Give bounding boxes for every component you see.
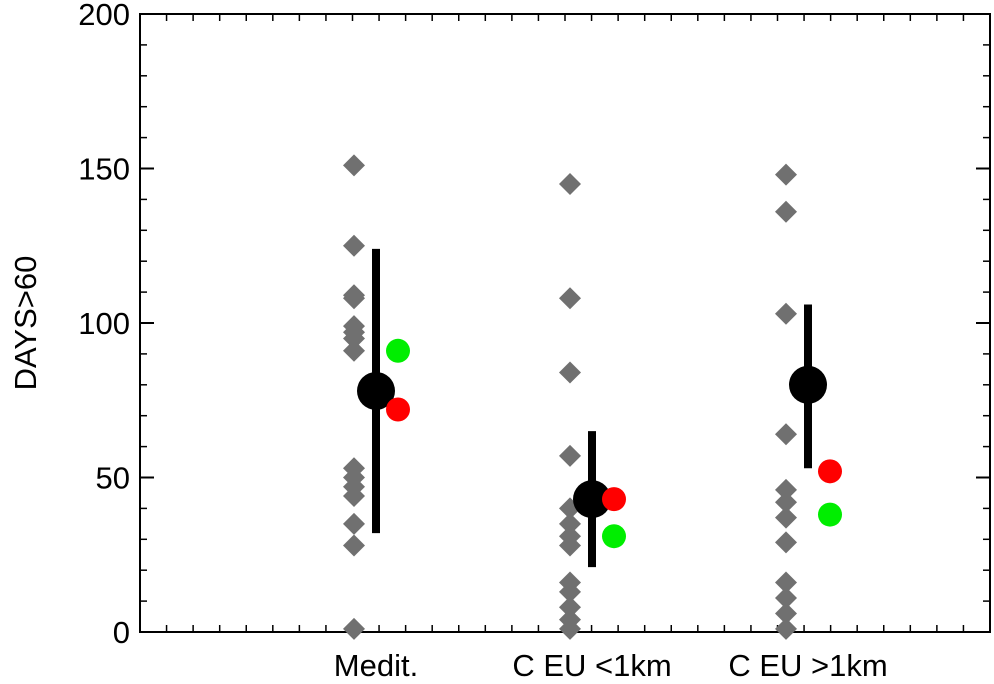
y-axis-label: DAYS>60 [8,256,43,391]
diamond-point [343,617,365,640]
y-tick-label: 100 [78,306,130,341]
diamond-point [343,287,365,310]
diamond-point [775,571,797,594]
diamond-point [559,534,581,557]
red-point [818,459,842,484]
mean-point [789,365,827,404]
chart-marks [343,154,842,640]
y-tick-label: 50 [96,461,130,496]
diamond-point [343,234,365,257]
mean-point [573,480,611,519]
diamond-point [343,339,365,362]
diamond-point [343,534,365,557]
diamond-point [343,512,365,535]
diamond-point [343,327,365,350]
diamond-point [343,154,365,177]
diamond-point [775,423,797,446]
green-point [386,338,410,363]
red-point [602,487,626,512]
y-tick-label: 0 [113,615,130,650]
diamond-point [775,163,797,186]
diamond-point [775,491,797,514]
diamond-point [775,506,797,529]
diamond-point [775,200,797,223]
diamond-point [775,302,797,325]
green-point [818,502,842,527]
diamond-point [559,596,581,619]
diamond-point [559,361,581,384]
diamond-point [775,587,797,610]
mean-point [357,371,395,410]
diamond-point [559,512,581,535]
x-category-label: C EU <1km [512,648,671,683]
diamond-point [775,602,797,625]
y-axis: 0 50 100 150 200 [78,0,990,650]
diamond-point [775,478,797,501]
diamond-point [559,580,581,603]
x-category-label: C EU >1km [728,648,887,683]
x-category-label: Medit. [334,648,418,683]
diamond-point [559,287,581,310]
diamond-point [343,485,365,508]
minor-ticks [140,14,990,632]
diamond-point [559,444,581,467]
y-tick-label: 150 [78,152,130,187]
diamond-point [559,172,581,195]
green-point [602,524,626,549]
diamond-point [775,617,797,640]
diamond-point [775,531,797,554]
x-axis: Medit. C EU <1km C EU >1km [334,648,888,683]
diamond-point [559,617,581,640]
y-tick-label: 200 [78,0,130,32]
red-point [386,397,410,422]
